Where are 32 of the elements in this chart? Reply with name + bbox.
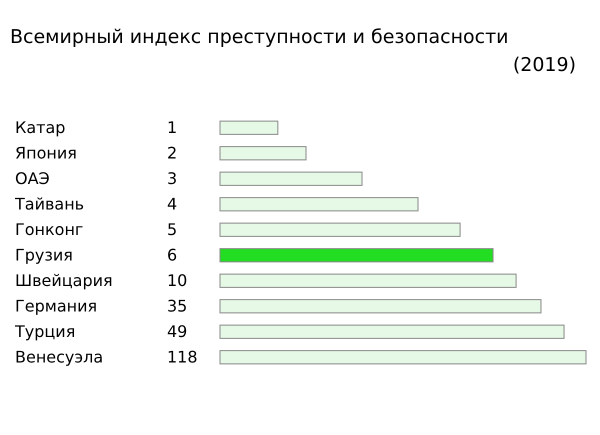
y-tick-label: Турция xyxy=(14,322,76,341)
bar xyxy=(220,146,307,160)
text: 35 xyxy=(167,296,188,316)
bar xyxy=(220,299,542,314)
bar xyxy=(220,248,494,262)
bar xyxy=(220,274,517,288)
text: 49 xyxy=(167,322,188,341)
text: 3 xyxy=(167,168,178,188)
text: 2 xyxy=(167,143,178,162)
y-tick-label: ОАЭ xyxy=(15,168,50,188)
y-tick-label: Швейцария xyxy=(15,270,113,290)
y-tick-label: Грузия xyxy=(15,245,73,264)
chart-title: Всемирный индекс преступности и безопасности xyxy=(10,26,509,48)
text: 10 xyxy=(167,270,188,290)
bar xyxy=(220,324,565,339)
y-tick-label: Япония xyxy=(15,143,77,162)
bar xyxy=(220,222,461,237)
text: 118 xyxy=(167,347,198,366)
y-tick-label: Катар xyxy=(15,118,66,137)
bar xyxy=(220,350,586,364)
text: 4 xyxy=(167,194,178,214)
text: 6 xyxy=(167,245,178,264)
text: 1 xyxy=(167,118,178,137)
chart-subtitle: (2019) xyxy=(512,54,576,76)
y-tick-label: Гонконг xyxy=(15,220,84,239)
bar xyxy=(220,197,419,212)
bar xyxy=(220,172,363,186)
bar xyxy=(220,120,278,135)
y-tick-label: Германия xyxy=(15,296,98,316)
y-tick-label: Венесуэла xyxy=(15,347,104,366)
text: 5 xyxy=(167,220,178,239)
y-tick-label: Тайвань xyxy=(14,194,84,214)
